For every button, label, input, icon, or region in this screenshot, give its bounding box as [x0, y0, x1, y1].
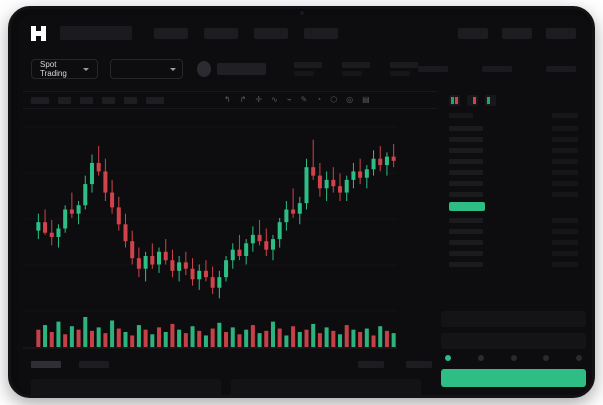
market-stats-right: [418, 66, 577, 72]
chart-type-button[interactable]: [146, 96, 164, 104]
orders-card: [231, 379, 421, 395]
table-row[interactable]: [449, 228, 578, 234]
chart-toolbar: ↰ ↱ ✛ ∿ ⌁ ✎ ◔ ⬡ ◎ ▤: [23, 91, 437, 109]
order-book-header-amount: [552, 113, 578, 118]
slider-dot[interactable]: [477, 355, 484, 361]
lock-icon[interactable]: ⬡: [330, 95, 338, 104]
tab-assets[interactable]: [358, 361, 384, 368]
crosshair-icon[interactable]: ✛: [255, 95, 263, 104]
table-row[interactable]: [449, 191, 578, 197]
orders-tabs-right: [358, 361, 432, 368]
table-row[interactable]: [449, 261, 578, 267]
interval-button[interactable]: [80, 96, 93, 104]
orders-tabs: [31, 361, 109, 368]
table-row[interactable]: [449, 158, 578, 164]
tablet-device-frame: Spot Trading: [8, 6, 595, 398]
book-both-icon[interactable]: [449, 95, 460, 106]
table-row[interactable]: [449, 169, 578, 175]
interval-button[interactable]: [31, 96, 49, 104]
price-field[interactable]: [441, 311, 586, 327]
chevron-down-icon: [170, 67, 177, 71]
market-stat-item: [390, 62, 419, 76]
table-row[interactable]: [449, 125, 578, 131]
order-book-rows: [449, 125, 578, 272]
eye-icon[interactable]: ◎: [346, 95, 354, 104]
nav-right-actions: [458, 27, 576, 39]
market-stat-right-item: [482, 66, 513, 72]
market-stats: [294, 62, 419, 76]
interval-button[interactable]: [124, 96, 137, 104]
order-book-headers: [449, 113, 578, 118]
interval-button[interactable]: [58, 96, 71, 104]
pair-name-label: [217, 63, 267, 75]
order-entry-form: [441, 311, 586, 395]
table-row[interactable]: [449, 147, 578, 153]
table-row[interactable]: [449, 136, 578, 142]
nav-item-4[interactable]: [304, 27, 338, 39]
chart-interval-buttons: [31, 96, 164, 104]
nav-item-1[interactable]: [154, 27, 188, 39]
nav-item-2[interactable]: [204, 27, 238, 39]
top-navigation-bar: [17, 15, 592, 51]
okx-logo-icon[interactable]: [31, 25, 46, 41]
nav-action-2[interactable]: [502, 27, 532, 39]
magnet-icon[interactable]: ◔: [316, 95, 322, 104]
nav-item-3[interactable]: [254, 27, 288, 39]
volume-chart: [23, 311, 437, 361]
tab-order-history[interactable]: [79, 361, 109, 368]
redo-icon[interactable]: ↱: [239, 95, 247, 104]
market-stat-item: [294, 62, 323, 76]
amount-slider[interactable]: [441, 355, 586, 361]
fib-icon[interactable]: ⌁: [286, 95, 292, 104]
table-row[interactable]: [449, 250, 578, 256]
price-chart-panel: ↰ ↱ ✛ ∿ ⌁ ✎ ◔ ⬡ ◎ ▤: [23, 91, 437, 361]
mid-price-badge: [449, 202, 485, 211]
global-search-input[interactable]: [60, 26, 132, 40]
orders-empty-cards: [31, 379, 421, 395]
camera-notch: [299, 11, 304, 15]
coin-avatar: [197, 61, 212, 77]
nav-menu-items: [154, 27, 338, 39]
order-book-header-price: [449, 113, 473, 118]
brush-icon[interactable]: ✎: [300, 95, 308, 104]
table-row[interactable]: [449, 239, 578, 245]
book-bids-icon[interactable]: [485, 95, 496, 106]
tab-open-orders[interactable]: [31, 361, 61, 368]
trendline-icon[interactable]: ∿: [271, 95, 278, 104]
app-screen: Spot Trading: [17, 15, 592, 395]
trading-mode-label: Spot Trading: [40, 60, 67, 78]
interval-button[interactable]: [102, 96, 115, 104]
orders-card: [31, 379, 221, 395]
chevron-down-icon: [83, 67, 90, 71]
trading-mode-select[interactable]: Spot Trading: [31, 59, 99, 79]
market-stat-right-item: [546, 66, 577, 72]
chart-drawing-tools: ↰ ↱ ✛ ∿ ⌁ ✎ ◔ ⬡ ◎ ▤: [224, 96, 370, 104]
market-sub-toolbar: Spot Trading: [17, 51, 592, 87]
candlestick-chart[interactable]: [23, 109, 437, 361]
table-row[interactable]: [449, 217, 578, 223]
market-stat-item: [342, 62, 371, 76]
slider-dot[interactable]: [510, 355, 517, 361]
table-row[interactable]: [449, 180, 578, 186]
slider-dot[interactable]: [576, 355, 582, 361]
slider-dot[interactable]: [445, 355, 451, 361]
book-asks-icon[interactable]: [467, 95, 478, 106]
market-stat-right-item: [418, 66, 449, 72]
amount-field[interactable]: [441, 333, 586, 349]
trash-icon[interactable]: ▤: [362, 95, 370, 104]
undo-icon[interactable]: ↰: [224, 95, 231, 104]
submit-buy-button[interactable]: [441, 369, 586, 387]
slider-dot[interactable]: [543, 355, 550, 361]
tab-tools[interactable]: [406, 361, 432, 368]
pair-search-select[interactable]: [110, 59, 184, 79]
nav-action-3[interactable]: [546, 27, 576, 39]
order-book-view-tabs: [449, 95, 496, 106]
nav-action-1[interactable]: [458, 27, 488, 39]
